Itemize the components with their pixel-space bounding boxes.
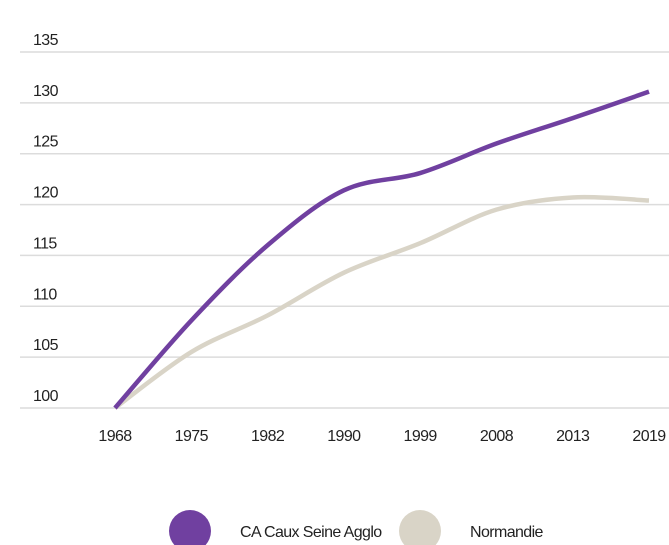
legend-swatch — [169, 510, 211, 545]
x-tick-label: 1982 — [251, 428, 285, 445]
y-tick-label: 120 — [33, 185, 59, 202]
y-tick-label: 115 — [33, 235, 57, 252]
x-tick-label: 1968 — [98, 428, 132, 445]
line — [113, 89, 650, 410]
y-tick-label: 130 — [33, 83, 59, 100]
y-tick-label: 105 — [33, 337, 59, 354]
y-tick-label: 125 — [33, 134, 59, 151]
x-tick-label: 2008 — [480, 428, 514, 445]
x-tick-label: 1999 — [404, 428, 438, 445]
legend-label: Normandie — [470, 524, 544, 541]
legend-swatch — [399, 510, 441, 545]
x-tick-label: 2013 — [556, 428, 590, 445]
legend-label: CA Caux Seine Agglo — [240, 524, 382, 541]
line — [113, 194, 650, 410]
y-tick-label: 100 — [33, 388, 59, 405]
x-tick-label: 1990 — [327, 428, 361, 445]
x-tick-label: 2019 — [632, 428, 666, 445]
y-tick-label: 110 — [33, 286, 57, 303]
y-tick-label: 135 — [33, 32, 59, 49]
x-tick-label: 1975 — [175, 428, 209, 445]
